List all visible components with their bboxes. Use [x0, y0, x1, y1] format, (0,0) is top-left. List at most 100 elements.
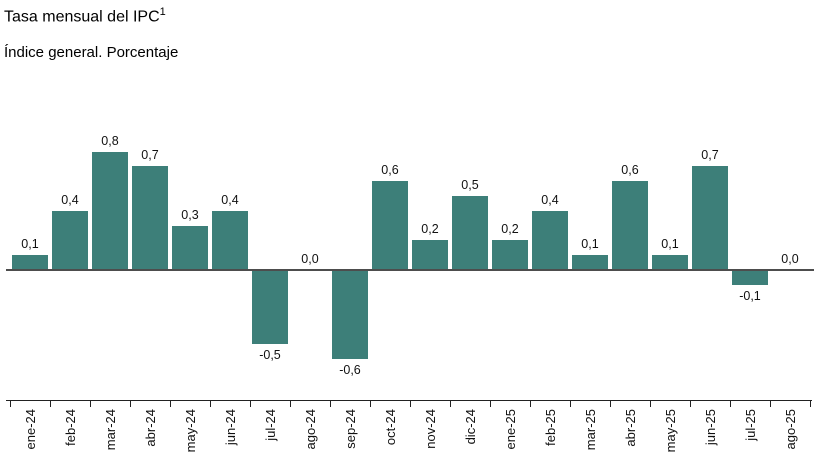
- bar-sep-24: [332, 270, 368, 359]
- bar-value-label-ene-24: 0,1: [21, 237, 39, 251]
- chart-title-text: Tasa mensual del IPC: [4, 8, 160, 26]
- x-axis-tick: [730, 400, 731, 407]
- bar-value-label-jul-25: -0,1: [739, 289, 761, 303]
- bar-value-label-jun-24: 0,4: [221, 193, 239, 207]
- bar-feb-25: [532, 211, 568, 270]
- bar-ene-24: [12, 255, 48, 270]
- bar-value-label-abr-25: 0,6: [621, 163, 639, 177]
- x-axis-label-cell: nov-24: [410, 409, 450, 452]
- bar-value-label-may-25: 0,1: [661, 237, 679, 251]
- x-axis-tick: [370, 400, 371, 407]
- x-axis-tick: [490, 400, 491, 407]
- chart-subtitle: Índice general. Porcentaje: [4, 44, 179, 61]
- x-axis-tick: [530, 400, 531, 407]
- bar-mar-25: [572, 255, 608, 270]
- bar-value-label-nov-24: 0,2: [421, 222, 439, 236]
- bar-value-label-feb-25: 0,4: [541, 193, 559, 207]
- x-axis-tick: [450, 400, 451, 407]
- bar-value-label-ago-25: 0,0: [781, 252, 799, 266]
- x-axis-label-ago-25: ago-25: [782, 409, 798, 450]
- x-axis-tick: [770, 400, 771, 407]
- x-axis-label-feb-25: feb-25: [542, 409, 558, 446]
- chart-title: Tasa mensual del IPC1: [4, 6, 166, 26]
- bar-jul-24: [252, 270, 288, 344]
- bar-value-label-ene-25: 0,2: [501, 222, 519, 236]
- x-axis-tick: [410, 400, 411, 407]
- bar-jul-25: [732, 270, 768, 285]
- zero-axis-line: [6, 269, 814, 271]
- x-axis-label-mar-25: mar-25: [582, 409, 598, 451]
- bar-value-label-mar-24: 0,8: [101, 134, 119, 148]
- bar-jun-24: [212, 211, 248, 270]
- x-axis-label-ene-25: ene-25: [502, 409, 518, 450]
- plot-area: 0,1 0,4 0,8 0,7 0,3 0,4 -0,5 0,0 -0,6 0,6 0,2 0,5 0,…: [6, 120, 814, 400]
- x-axis-label-may-24: may-24: [182, 409, 198, 453]
- x-axis-label-feb-24: feb-24: [62, 409, 78, 446]
- bar-abr-25: [612, 181, 648, 270]
- bar-value-label-jun-25: 0,7: [701, 148, 719, 162]
- bar-may-25: [652, 255, 688, 270]
- x-axis-label-ago-24: ago-24: [302, 409, 318, 450]
- x-axis-tick: [170, 400, 171, 407]
- bar-ene-25: [492, 240, 528, 270]
- x-axis-label-oct-24: oct-24: [382, 409, 398, 446]
- bar-mar-24: [92, 152, 128, 270]
- x-axis-label-cell: ago-25: [770, 409, 810, 452]
- x-axis-label-cell: ene-24: [10, 409, 50, 452]
- x-axis-label-cell: dic-24: [450, 409, 490, 452]
- x-axis-label-dic-24: dic-24: [462, 409, 478, 445]
- x-axis-label-nov-24: nov-24: [422, 409, 438, 449]
- bar-value-label-sep-24: -0,6: [339, 363, 361, 377]
- bar-value-label-may-24: 0,3: [181, 208, 199, 222]
- x-axis-label-cell: oct-24: [370, 409, 410, 452]
- x-axis-ticks: [10, 400, 811, 408]
- x-axis-label-cell: sep-24: [330, 409, 370, 452]
- x-axis-label-cell: jun-24: [210, 409, 250, 452]
- x-axis-label-jul-24: jul-24: [262, 409, 278, 441]
- bar-value-label-oct-24: 0,6: [381, 163, 399, 177]
- x-axis-tick: [90, 400, 91, 407]
- bar-dic-24: [452, 196, 488, 270]
- x-axis-label-cell: feb-25: [530, 409, 570, 452]
- x-axis-tick: [650, 400, 651, 407]
- x-axis-label-may-25: may-25: [662, 409, 678, 453]
- x-axis-label-cell: jun-25: [690, 409, 730, 452]
- x-axis-tick: [250, 400, 251, 407]
- x-axis-label-jun-24: jun-24: [222, 409, 238, 446]
- x-axis-label-cell: abr-25: [610, 409, 650, 452]
- bar-feb-24: [52, 211, 88, 270]
- x-axis-label-mar-24: mar-24: [102, 409, 118, 451]
- bar-value-label-jul-24: -0,5: [259, 348, 281, 362]
- x-axis-line: [6, 400, 812, 401]
- x-axis-label-cell: may-24: [170, 409, 210, 452]
- bar-jun-25: [692, 166, 728, 270]
- x-axis-tick: [130, 400, 131, 407]
- title-footnote-marker: 1: [159, 6, 166, 18]
- bar-value-label-mar-25: 0,1: [581, 237, 599, 251]
- x-axis-label-cell: mar-24: [90, 409, 130, 452]
- x-axis-label-cell: feb-24: [50, 409, 90, 452]
- x-axis-label-abr-25: abr-25: [622, 409, 638, 447]
- bar-may-24: [172, 226, 208, 270]
- bar-value-label-feb-24: 0,4: [61, 193, 79, 207]
- x-axis-label-cell: jul-25: [730, 409, 770, 452]
- bar-nov-24: [412, 240, 448, 270]
- bar-abr-24: [132, 166, 168, 270]
- x-axis-tick: [570, 400, 571, 407]
- x-axis-tick: [50, 400, 51, 407]
- x-axis-tick: [10, 400, 11, 407]
- bar-value-label-abr-24: 0,7: [141, 148, 159, 162]
- x-axis-label-jul-25: jul-25: [742, 409, 758, 441]
- x-axis-tick: [690, 400, 691, 407]
- x-axis-label-cell: jul-24: [250, 409, 290, 452]
- bar-oct-24: [372, 181, 408, 270]
- x-axis-label-ene-24: ene-24: [22, 409, 38, 450]
- x-axis-label-cell: mar-25: [570, 409, 610, 452]
- x-axis-tick: [210, 400, 211, 407]
- x-axis-label-cell: may-25: [650, 409, 690, 452]
- x-axis-label-abr-24: abr-24: [142, 409, 158, 447]
- x-axis-label-cell: ene-25: [490, 409, 530, 452]
- x-axis-tick: [610, 400, 611, 407]
- bar-value-label-ago-24: 0,0: [301, 252, 319, 266]
